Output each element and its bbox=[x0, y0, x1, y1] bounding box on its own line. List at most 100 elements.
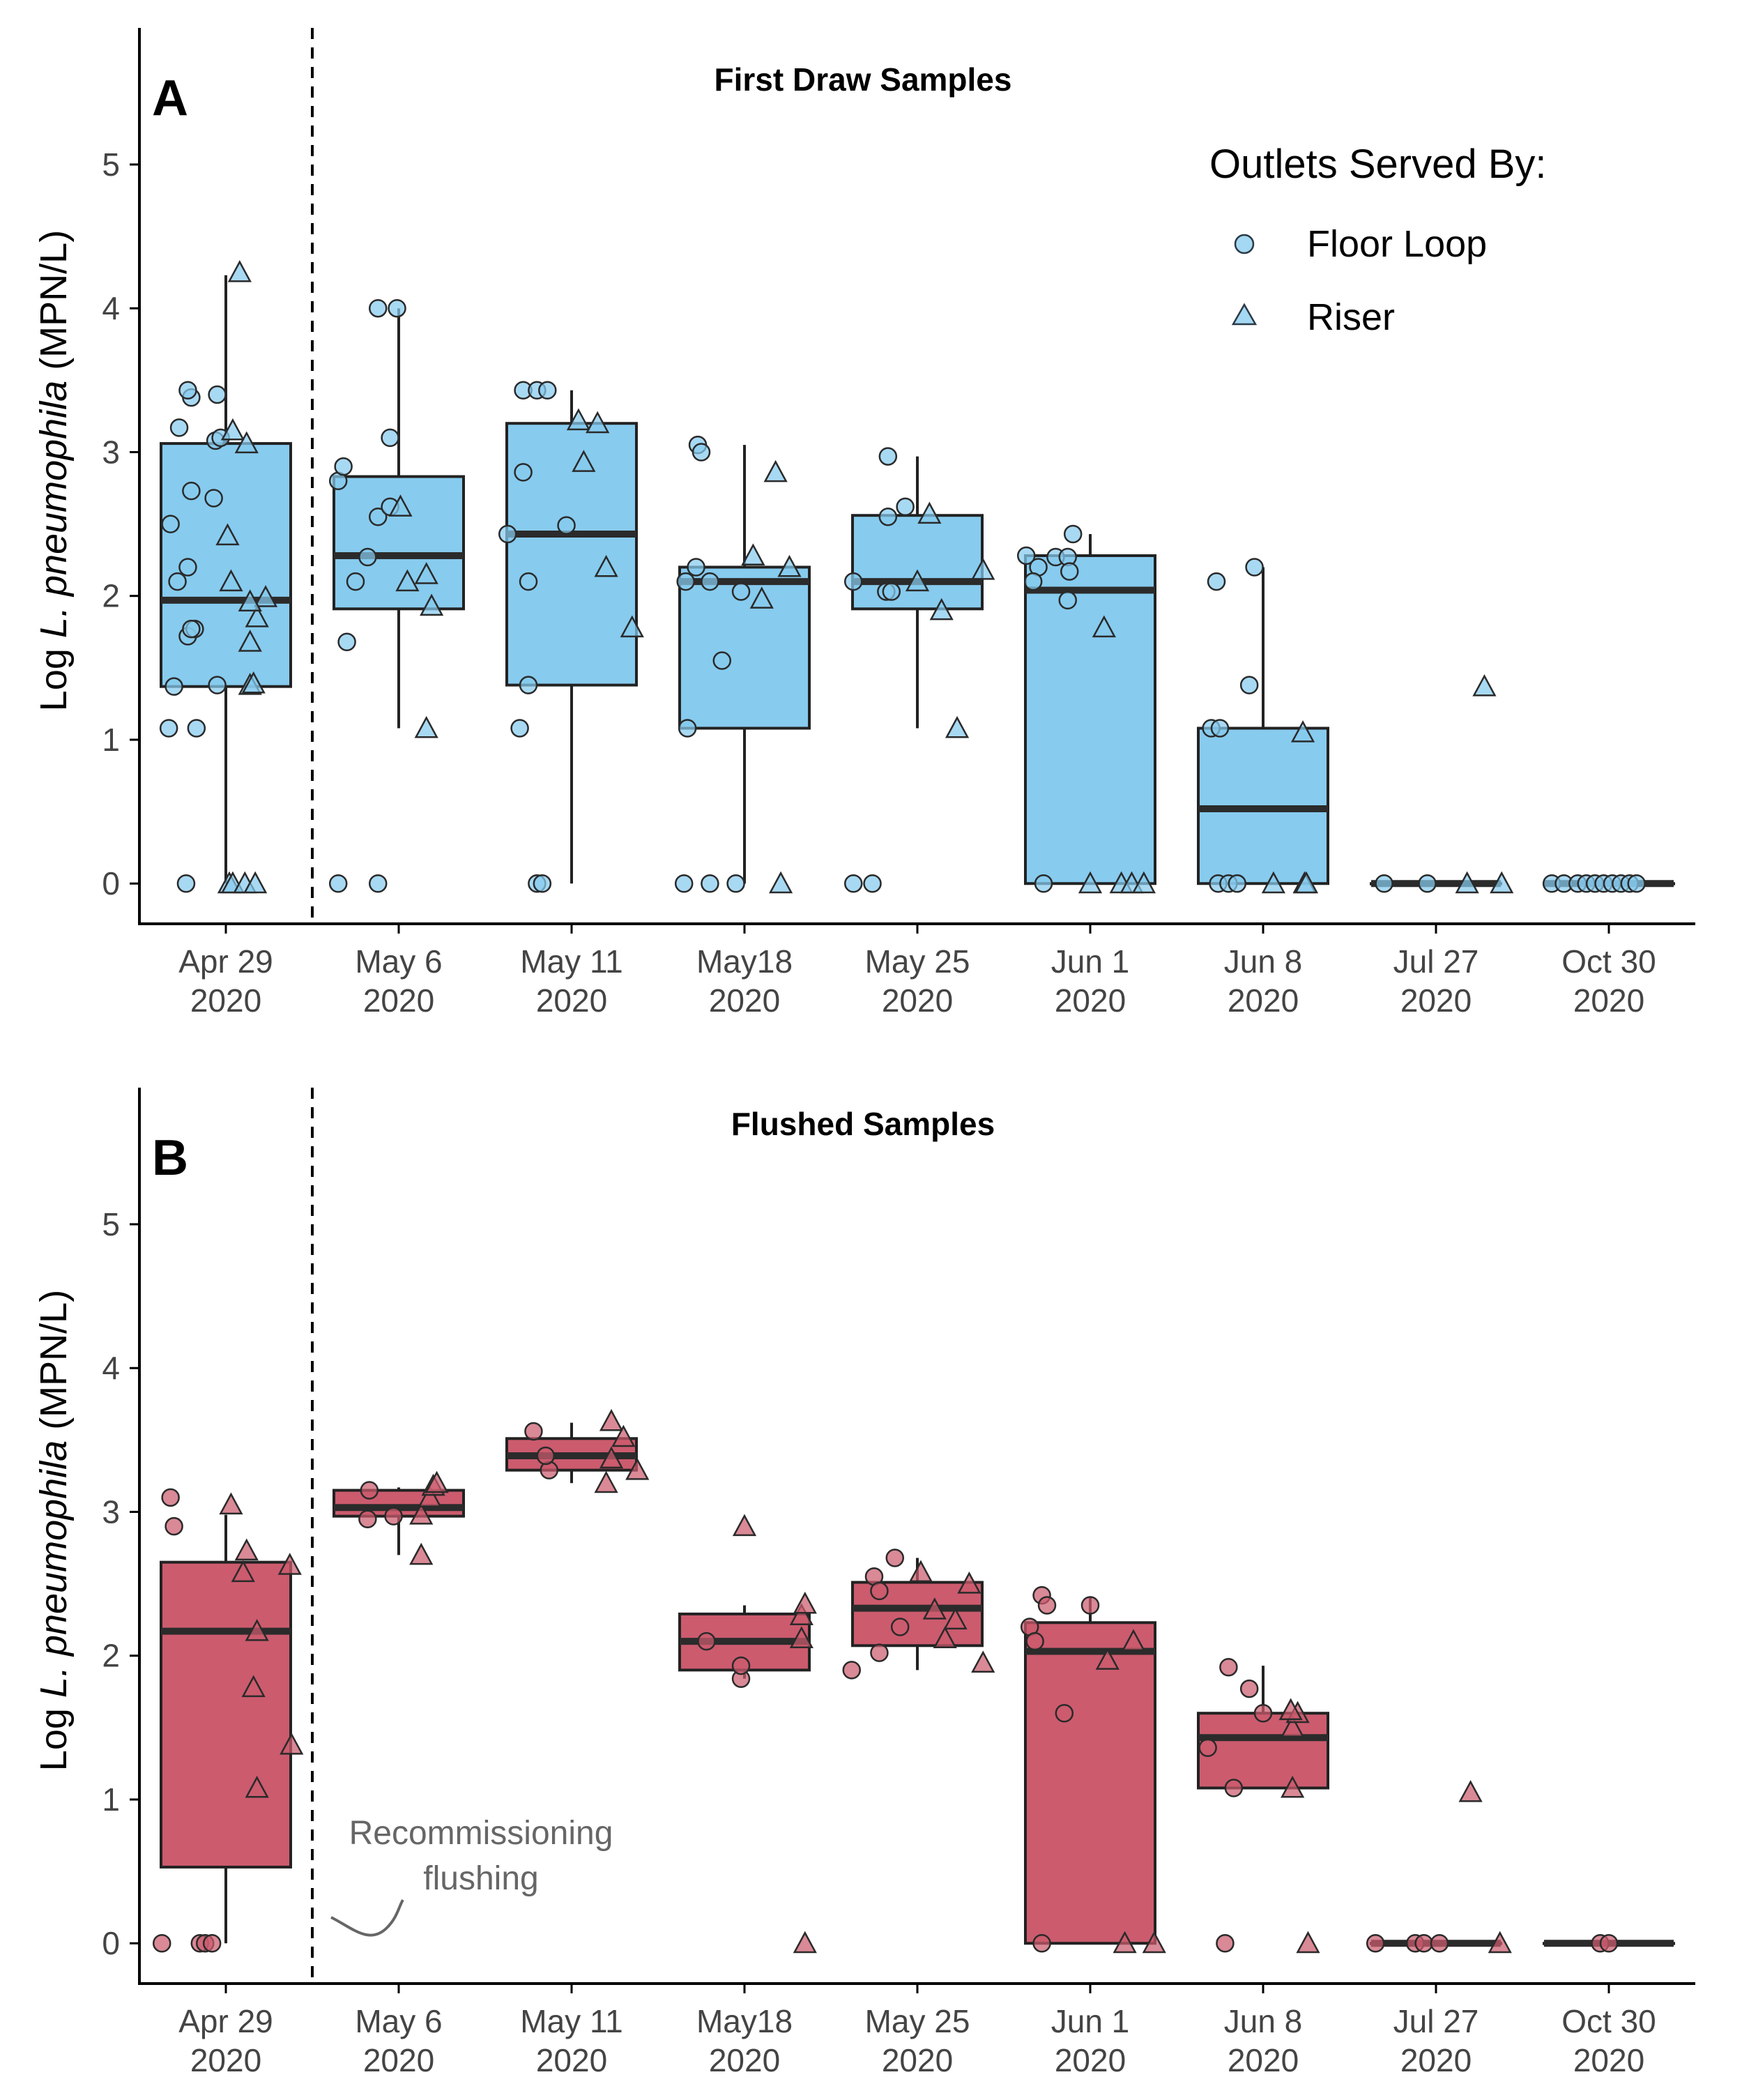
data-point-riser bbox=[620, 615, 644, 638]
y-tick-label: 1 bbox=[102, 722, 120, 758]
data-point-floor-loop bbox=[368, 508, 388, 526]
data-point-floor-loop bbox=[870, 1581, 889, 1601]
x-tick-label: May 25 bbox=[865, 943, 970, 980]
x-tick-label-year: 2020 bbox=[363, 2042, 434, 2078]
data-point-riser bbox=[1078, 871, 1103, 894]
x-tick-label-year: 2020 bbox=[1228, 2042, 1299, 2078]
data-point-riser bbox=[414, 562, 438, 584]
data-point-riser bbox=[929, 598, 954, 621]
data-point-floor-loop bbox=[885, 1549, 905, 1567]
data-point-riser bbox=[957, 1571, 981, 1594]
data-point-riser bbox=[1121, 1629, 1146, 1652]
x-tick-label-year: 2020 bbox=[190, 982, 261, 1019]
y-tick-label: 0 bbox=[102, 865, 120, 901]
data-point-riser bbox=[611, 1424, 636, 1447]
x-tick-label: May18 bbox=[696, 943, 793, 980]
y-axis-label-a: Log L. pneumophila (MPN/L) bbox=[33, 230, 75, 711]
data-point-riser bbox=[971, 557, 995, 580]
data-point-floor-loop bbox=[1023, 572, 1043, 591]
data-point-floor-loop bbox=[1219, 1657, 1238, 1677]
data-point-floor-loop bbox=[687, 558, 705, 577]
x-tick-label: Jun 1 bbox=[1051, 943, 1130, 980]
x-tick-label-year: 2020 bbox=[1055, 982, 1126, 1019]
data-point-floor-loop bbox=[519, 676, 538, 694]
data-point-floor-loop bbox=[557, 516, 576, 535]
data-point-floor-loop bbox=[368, 874, 388, 893]
x-tick-label: May18 bbox=[696, 2003, 793, 2039]
x-tick-label: May 6 bbox=[355, 2003, 442, 2039]
data-point-floor-loop bbox=[674, 874, 694, 893]
x-tick-label: Jun 8 bbox=[1224, 943, 1303, 980]
y-tick-label: 1 bbox=[102, 1781, 120, 1818]
data-point-floor-loop bbox=[1210, 719, 1230, 738]
x-tick-label-year: 2020 bbox=[1228, 982, 1299, 1019]
data-point-riser bbox=[234, 1538, 259, 1561]
y-tick-label: 3 bbox=[102, 434, 120, 470]
data-point-riser bbox=[220, 418, 245, 441]
data-point-floor-loop bbox=[878, 508, 898, 526]
data-point-riser bbox=[905, 569, 930, 592]
data-point-floor-loop bbox=[176, 874, 196, 893]
data-point-riser bbox=[793, 1931, 817, 1954]
data-point-riser bbox=[241, 671, 266, 694]
data-point-riser bbox=[238, 630, 262, 652]
legend-title: Outlets Served By: bbox=[1209, 142, 1547, 187]
data-point-floor-loop bbox=[678, 719, 697, 738]
data-point-floor-loop bbox=[1025, 1631, 1044, 1651]
data-point-floor-loop bbox=[368, 298, 388, 318]
data-point-riser bbox=[231, 1560, 255, 1583]
panel-letter-a: A bbox=[152, 70, 188, 126]
data-point-floor-loop bbox=[701, 874, 719, 893]
data-point-floor-loop bbox=[1245, 558, 1264, 577]
data-point-floor-loop bbox=[334, 457, 353, 476]
legend-circle-icon bbox=[1234, 234, 1255, 254]
data-point-floor-loop bbox=[178, 381, 197, 400]
data-point-floor-loop bbox=[1418, 874, 1437, 893]
data-point-floor-loop bbox=[1058, 591, 1078, 610]
data-point-riser bbox=[425, 1470, 449, 1493]
data-point-riser bbox=[280, 1732, 304, 1755]
data-point-riser bbox=[238, 589, 262, 611]
data-point-riser bbox=[763, 459, 788, 482]
data-point-floor-loop bbox=[1228, 874, 1247, 893]
data-point-riser bbox=[917, 501, 942, 524]
data-point-riser bbox=[1281, 1775, 1305, 1798]
data-point-riser bbox=[409, 1502, 434, 1525]
data-point-riser bbox=[732, 1514, 757, 1537]
x-tick-label-year: 2020 bbox=[709, 2042, 780, 2078]
data-point-floor-loop bbox=[388, 298, 406, 318]
data-point-floor-loop bbox=[381, 428, 399, 448]
data-point-floor-loop bbox=[358, 1509, 377, 1529]
data-point-floor-loop bbox=[533, 874, 552, 893]
data-point-riser bbox=[219, 1492, 243, 1515]
data-point-floor-loop bbox=[204, 489, 223, 508]
box bbox=[1024, 1621, 1156, 1945]
data-point-floor-loop bbox=[1063, 524, 1083, 544]
data-point-riser bbox=[1142, 1931, 1166, 1954]
data-point-riser bbox=[793, 1591, 817, 1614]
data-point-floor-loop bbox=[328, 874, 348, 893]
data-point-floor-loop bbox=[676, 572, 695, 591]
data-point-floor-loop bbox=[1239, 676, 1259, 694]
data-point-floor-loop bbox=[208, 385, 227, 404]
data-point-floor-loop bbox=[1599, 1933, 1619, 1953]
legend-label-floor-loop: Floor Loop bbox=[1307, 223, 1487, 265]
data-point-floor-loop bbox=[524, 1422, 543, 1441]
y-tick-label: 2 bbox=[102, 1638, 120, 1674]
data-point-floor-loop bbox=[337, 632, 356, 651]
data-point-riser bbox=[414, 715, 438, 738]
y-tick-label: 3 bbox=[102, 1493, 120, 1530]
data-point-floor-loop bbox=[890, 1618, 910, 1636]
data-point-riser bbox=[1092, 615, 1116, 638]
data-point-riser bbox=[1455, 871, 1479, 894]
box bbox=[160, 1560, 292, 1869]
data-point-riser bbox=[234, 431, 259, 454]
data-point-riser bbox=[586, 411, 610, 434]
data-point-riser bbox=[749, 586, 774, 609]
y-tick-label: 4 bbox=[102, 290, 120, 326]
data-point-floor-loop bbox=[1239, 1679, 1259, 1698]
data-point-floor-loop bbox=[701, 572, 719, 591]
data-point-floor-loop bbox=[152, 1933, 171, 1953]
